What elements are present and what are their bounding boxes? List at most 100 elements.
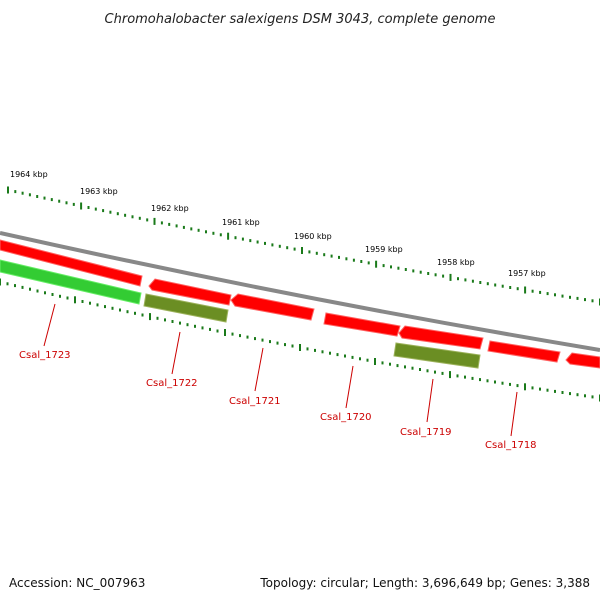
outer-tick: [516, 287, 519, 291]
outer-tick: [146, 218, 149, 222]
inner-tick: [186, 323, 189, 327]
inner-tick: [216, 329, 219, 333]
outer-tick: [576, 296, 579, 300]
inner-tick: [426, 369, 429, 373]
gene-arrow-forward[interactable]: [398, 325, 484, 350]
map-title: Chromohalobacter salexigens DSM 3043, co…: [105, 12, 496, 27]
outer-tick: [546, 292, 549, 296]
outer-tick: [419, 270, 422, 274]
outer-tick: [65, 201, 68, 205]
outer-tick: [390, 265, 392, 269]
inner-tick: [134, 311, 136, 315]
outer-tick: [539, 290, 542, 294]
outer-tick: [227, 232, 230, 240]
inner-tick: [329, 351, 331, 355]
leader-line: [254, 347, 264, 392]
inner-tick: [224, 329, 226, 336]
gene-label[interactable]: Csal_1718: [485, 440, 537, 451]
outer-tick: [116, 212, 119, 216]
gene-arrow-forward[interactable]: [565, 352, 600, 369]
genome-summary-text: Topology: circular; Length: 3,696,649 bp…: [259, 576, 590, 590]
inner-tick: [576, 393, 579, 397]
inner-tick: [584, 394, 586, 398]
inner-tick: [456, 374, 459, 378]
outer-tick: [182, 225, 185, 229]
outer-tick: [124, 213, 127, 217]
inner-tick: [344, 354, 346, 358]
outer-tick: [212, 231, 215, 235]
kbp-label: 1962 kbp: [151, 204, 189, 213]
outer-tick: [271, 243, 274, 247]
kbp-label: 1963 kbp: [80, 187, 118, 196]
leader-line: [171, 331, 181, 375]
gene-label[interactable]: Csal_1721: [229, 396, 281, 407]
inner-tick: [119, 308, 121, 312]
kbp-label: 1958 kbp: [437, 258, 475, 267]
genome-backbone: [0, 231, 600, 352]
gene-label[interactable]: Csal_1723: [19, 350, 71, 361]
outer-tick: [345, 257, 348, 261]
kbp-label: 1959 kbp: [365, 245, 403, 254]
gene-arrow-reverse[interactable]: [143, 293, 229, 323]
outer-tick: [286, 246, 289, 250]
inner-tick: [164, 318, 166, 322]
outer-tick: [168, 222, 171, 226]
gene-arrow-reverse[interactable]: [393, 342, 481, 369]
gene-arrow-forward[interactable]: [0, 239, 143, 287]
inner-tick: [306, 347, 309, 351]
gene-label[interactable]: Csal_1722: [146, 378, 198, 389]
inner-tick: [569, 392, 571, 396]
inner-tick: [89, 301, 91, 305]
outer-tick: [28, 193, 31, 197]
inner-tick: [479, 378, 481, 382]
gene-arrow-forward[interactable]: [323, 312, 401, 337]
gene-arrow-forward[interactable]: [148, 278, 232, 306]
gene-arrow-forward[interactable]: [230, 293, 315, 321]
inner-tick: [156, 316, 159, 320]
inner-tick: [299, 344, 301, 351]
outer-tick: [205, 230, 207, 234]
inner-tick: [546, 388, 549, 392]
inner-tick: [0, 278, 1, 286]
inner-tick: [411, 366, 414, 370]
inner-tick: [591, 395, 594, 399]
inner-tick: [171, 320, 174, 323]
inner-tick: [366, 358, 369, 362]
inner-tick: [239, 334, 241, 338]
outer-tick: [531, 289, 534, 293]
gene-arrow-forward[interactable]: [487, 340, 561, 363]
inner-tick: [246, 335, 249, 339]
inner-tick: [276, 341, 279, 345]
inner-tick: [486, 379, 489, 383]
outer-tick: [14, 190, 17, 194]
inner-tick: [111, 306, 114, 310]
inner-tick: [126, 310, 129, 314]
outer-tick: [278, 244, 281, 248]
outer-tick: [471, 279, 474, 283]
gene-label[interactable]: Csal_1719: [400, 427, 452, 438]
outer-tick: [486, 282, 489, 286]
inner-tick: [96, 303, 99, 307]
gene-arrow-reverse[interactable]: [0, 259, 142, 305]
outer-tick: [561, 294, 564, 298]
inner-tick: [321, 350, 324, 354]
accession-text: Accession: NC_007963: [9, 576, 145, 590]
leader-line: [510, 391, 518, 437]
inner-tick: [261, 338, 264, 342]
inner-tick: [231, 332, 234, 336]
inner-tick: [516, 384, 519, 388]
inner-tick: [179, 321, 181, 325]
inner-tick: [269, 340, 271, 344]
inner-tick: [441, 371, 444, 375]
outer-tick: [72, 202, 75, 206]
kbp-label-group: 1964 kbp 1963 kbp 1962 kbp 1961 kbp 1960…: [10, 170, 546, 278]
inner-tick: [36, 289, 39, 293]
outer-tick: [330, 254, 333, 258]
inner-tick: [336, 353, 339, 357]
outer-tick: [293, 247, 296, 251]
inner-tick: [419, 368, 421, 371]
inner-tick: [351, 355, 354, 359]
gene-label[interactable]: Csal_1720: [320, 412, 372, 423]
outer-tick: [197, 228, 200, 232]
inner-tick: [29, 287, 31, 291]
